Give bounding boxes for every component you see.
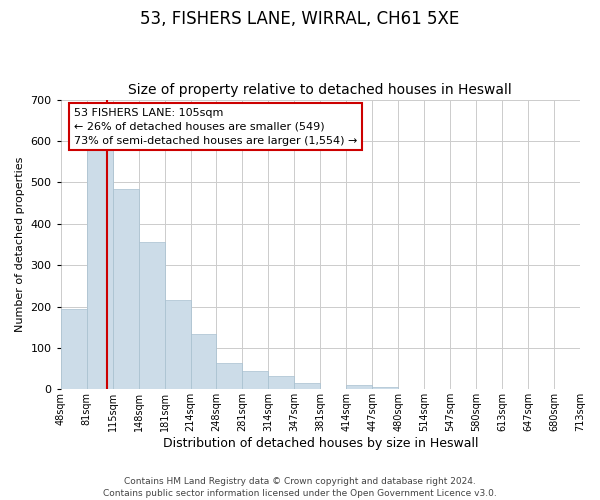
Text: Contains HM Land Registry data © Crown copyright and database right 2024.
Contai: Contains HM Land Registry data © Crown c… (103, 476, 497, 498)
Bar (295, 383, 320, 390)
Bar (164, 300, 191, 390)
Title: Size of property relative to detached houses in Heswall: Size of property relative to detached ho… (128, 83, 512, 97)
Text: 53 FISHERS LANE: 105sqm
← 26% of detached houses are smaller (549)
73% of semi-d: 53 FISHERS LANE: 105sqm ← 26% of detache… (74, 108, 357, 146)
Bar (86, 150, 113, 390)
Bar (242, 372, 268, 390)
Text: 53, FISHERS LANE, WIRRAL, CH61 5XE: 53, FISHERS LANE, WIRRAL, CH61 5XE (140, 10, 460, 28)
Bar (191, 334, 217, 390)
Bar (372, 387, 398, 390)
Bar (61, 310, 86, 390)
Bar (139, 242, 164, 390)
Bar (268, 376, 295, 390)
Bar (346, 385, 372, 390)
X-axis label: Distribution of detached houses by size in Heswall: Distribution of detached houses by size … (163, 437, 478, 450)
Y-axis label: Number of detached properties: Number of detached properties (15, 156, 25, 332)
Bar (113, 190, 139, 390)
Bar (217, 363, 242, 390)
